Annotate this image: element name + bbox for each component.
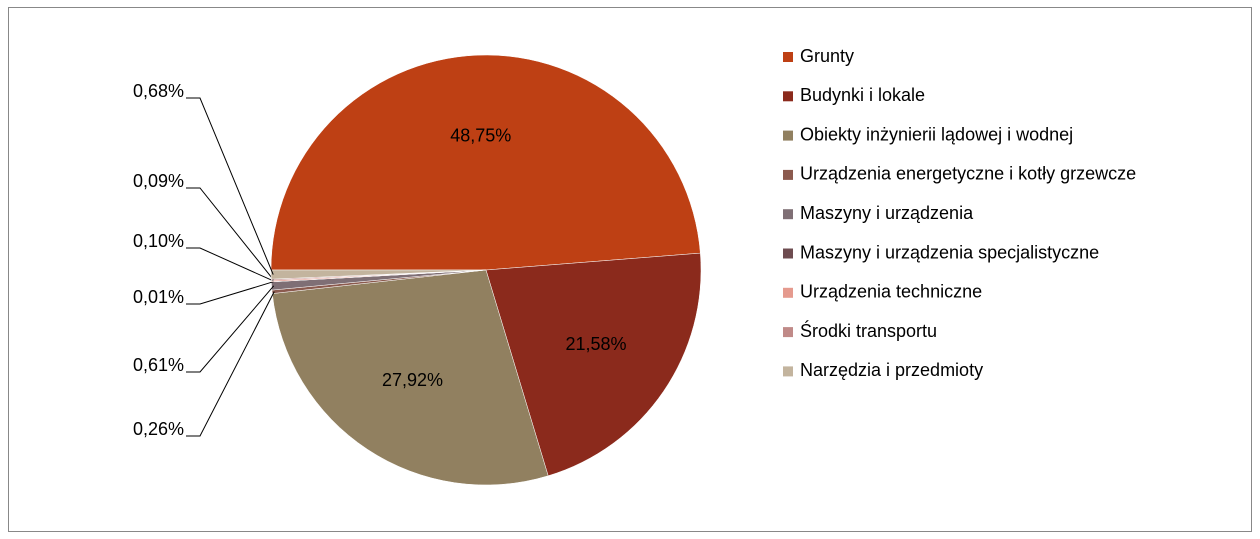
pie-slice [272,269,549,486]
data-label: 0,68% [133,81,184,101]
legend-label: Urządzenia energetyczne i kotły grzewcze [800,164,1136,184]
legend-label: Urządzenia techniczne [800,282,982,302]
legend-label: Narzędzia i przedmioty [800,360,983,380]
leader-line [186,281,274,305]
legend-label: Obiekty inżynierii lądowej i wodnej [800,124,1073,144]
data-label: 48,75% [450,126,511,146]
legend-swatch [783,248,793,259]
legend-swatch [783,209,793,220]
leader-line [186,187,274,281]
legend-label: Maszyny i urządzenia [800,203,974,223]
legend-swatch [783,287,793,298]
leader-line [186,285,275,373]
data-label: 27,92% [382,370,443,390]
data-label: 0,10% [133,231,184,251]
leader-line [186,247,274,282]
data-label: 0,26% [133,419,184,439]
data-label: 0,61% [133,355,184,375]
legend-label: Środki transportu [800,320,937,341]
leader-line [186,291,275,437]
data-label: 21,58% [566,334,627,354]
leader-line [186,97,274,275]
legend-swatch [783,130,793,141]
legend-label: Budynki i lokale [800,85,925,105]
legend-swatch [783,366,793,377]
pie-slice [485,252,702,477]
legend-swatch [783,91,793,102]
legend-label: Maszyny i urządzenia specjalistyczne [800,242,1099,262]
legend-swatch [783,169,793,180]
legend-swatch [783,327,793,338]
legend-swatch [783,52,793,62]
data-label: 0,09% [133,171,184,191]
data-label: 0,01% [133,287,184,307]
pie-slice [270,54,701,271]
legend-label: Grunty [800,46,854,66]
